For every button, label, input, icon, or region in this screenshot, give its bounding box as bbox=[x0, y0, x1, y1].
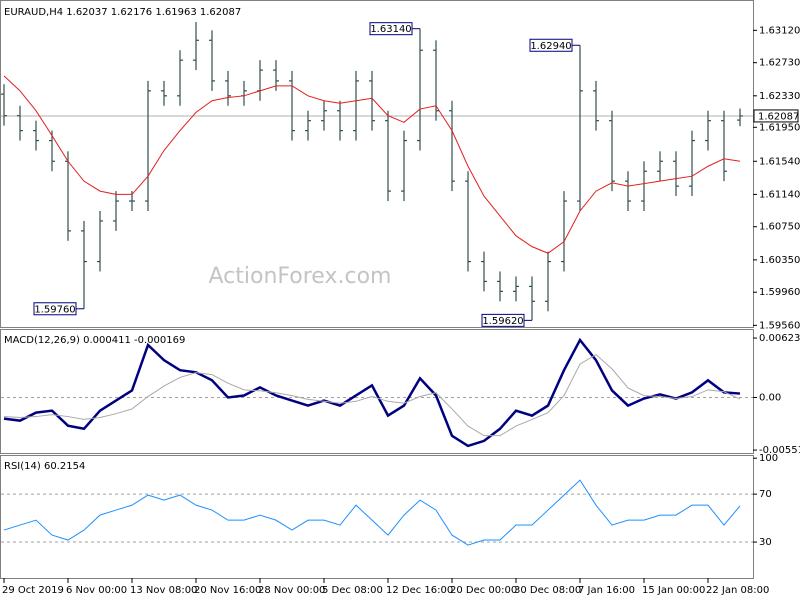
y-tick-label: -0.005513 bbox=[759, 445, 800, 456]
panel-title: EURAUD,H4 1.62037 1.62176 1.61963 1.6208… bbox=[4, 7, 241, 18]
y-tick-label: 100 bbox=[759, 453, 778, 464]
panel-title: MACD(12,26,9) 0.000411 -0.000169 bbox=[4, 335, 185, 346]
annotation-box bbox=[369, 22, 413, 36]
x-tick-label: 13 Nov 08:00 bbox=[130, 585, 197, 596]
y-tick-label: 1.61950 bbox=[759, 122, 800, 133]
annotation-label: 1.59620 bbox=[482, 316, 523, 327]
annotation-label: 1.62940 bbox=[530, 41, 571, 52]
x-tick-label: 22 Jan 08:00 bbox=[706, 585, 769, 596]
y-tick-label: 70 bbox=[759, 489, 772, 500]
y-tick-label: 1.59960 bbox=[759, 287, 800, 298]
moving-average bbox=[3, 75, 741, 254]
last-price-box bbox=[753, 109, 799, 123]
y-tick-label: 0.00 bbox=[759, 392, 781, 403]
macd-panel-frame bbox=[0, 329, 754, 454]
y-tick-label: 0.006231 bbox=[759, 333, 800, 344]
y-tick-label: 1.63120 bbox=[759, 25, 800, 36]
last-price-label: 1.62087 bbox=[758, 111, 799, 122]
x-tick-label: 6 Nov 00:00 bbox=[66, 585, 127, 596]
annotation-box bbox=[33, 302, 77, 316]
rsi-panel-frame bbox=[0, 455, 754, 579]
annotation-label: 1.63140 bbox=[370, 24, 411, 35]
x-tick-label: 20 Dec 00:00 bbox=[450, 585, 517, 596]
x-tick-label: 5 Dec 08:00 bbox=[322, 585, 383, 596]
annotation-box bbox=[529, 38, 573, 52]
series-line bbox=[3, 337, 741, 448]
y-tick-label: 1.59560 bbox=[759, 320, 800, 331]
series-line bbox=[3, 353, 741, 437]
watermark: ActionForex.com bbox=[209, 264, 392, 289]
y-tick-label: 1.62730 bbox=[759, 58, 800, 69]
x-tick-label: 20 Nov 16:00 bbox=[194, 585, 261, 596]
y-tick-label: 1.61140 bbox=[759, 189, 800, 200]
x-tick-label: 7 Jan 16:00 bbox=[578, 585, 635, 596]
price-panel-frame bbox=[0, 0, 754, 328]
y-tick-label: 1.60750 bbox=[759, 222, 800, 233]
y-tick-label: 30 bbox=[759, 537, 772, 548]
y-tick-label: 1.62330 bbox=[759, 91, 800, 102]
x-tick-label: 12 Dec 16:00 bbox=[386, 585, 453, 596]
panel-title: RSI(14) 60.2154 bbox=[4, 461, 85, 472]
x-tick-label: 29 Oct 2019 bbox=[2, 585, 64, 596]
series-line bbox=[3, 479, 741, 546]
y-tick-label: 1.60350 bbox=[759, 255, 800, 266]
annotation-box bbox=[481, 313, 525, 327]
x-tick-label: 15 Jan 00:00 bbox=[642, 585, 705, 596]
x-tick-label: 30 Dec 08:00 bbox=[514, 585, 581, 596]
annotation-label: 1.59760 bbox=[34, 304, 75, 315]
y-tick-label: 1.61540 bbox=[759, 156, 800, 167]
x-tick-label: 28 Nov 00:00 bbox=[258, 585, 325, 596]
